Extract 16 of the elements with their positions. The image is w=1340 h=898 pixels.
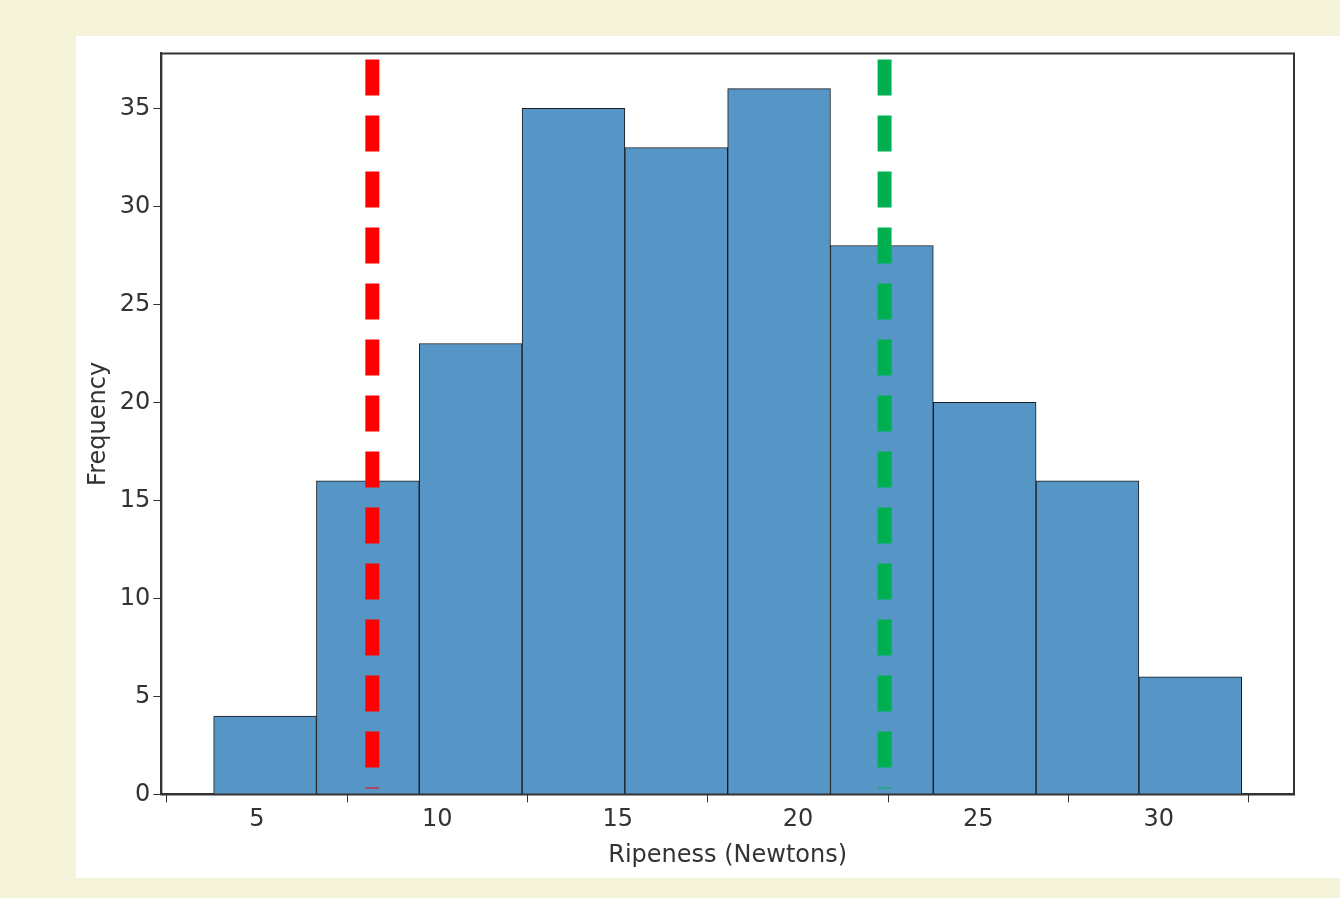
x-tick-label: 25 xyxy=(963,804,994,833)
x-axis-title: Ripeness (Newtons) xyxy=(608,839,848,868)
x-tick-label: 10 xyxy=(422,804,453,833)
y-tick-label: 35 xyxy=(119,92,151,121)
x-tick-label: 15 xyxy=(602,804,633,833)
y-tick-label: 5 xyxy=(135,680,151,709)
y-axis-title: Frequency xyxy=(82,361,111,486)
x-tick-label: 20 xyxy=(782,804,814,833)
y-tick-label: 20 xyxy=(119,386,151,415)
y-tick-label: 30 xyxy=(119,190,151,219)
x-tick-label: 30 xyxy=(1143,804,1174,833)
y-tick-label: 15 xyxy=(119,484,151,513)
y-tick-label: 10 xyxy=(119,582,151,611)
y-tick-label: 25 xyxy=(119,288,151,317)
x-tick-label: 5 xyxy=(249,804,265,833)
y-tick-label: 0 xyxy=(135,778,151,807)
